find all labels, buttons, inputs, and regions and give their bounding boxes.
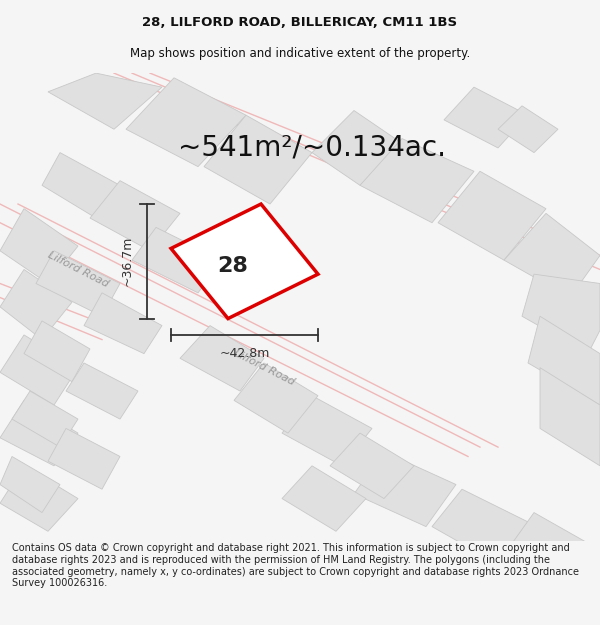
Text: 28: 28: [217, 256, 248, 276]
Polygon shape: [282, 466, 366, 531]
Polygon shape: [36, 251, 120, 316]
Polygon shape: [0, 269, 72, 339]
Polygon shape: [12, 391, 78, 447]
Polygon shape: [48, 73, 162, 129]
Polygon shape: [444, 87, 528, 148]
Polygon shape: [0, 335, 78, 405]
Polygon shape: [48, 428, 120, 489]
Text: Lilford Road: Lilford Road: [232, 348, 296, 388]
Polygon shape: [84, 293, 162, 354]
Polygon shape: [522, 274, 600, 354]
Polygon shape: [528, 316, 600, 405]
Polygon shape: [0, 209, 78, 284]
Polygon shape: [312, 111, 402, 186]
Polygon shape: [540, 368, 600, 466]
Polygon shape: [498, 106, 558, 152]
Polygon shape: [24, 321, 90, 382]
Text: Contains OS data © Crown copyright and database right 2021. This information is : Contains OS data © Crown copyright and d…: [12, 544, 579, 588]
Polygon shape: [0, 401, 78, 466]
Polygon shape: [282, 396, 372, 466]
Polygon shape: [0, 456, 60, 512]
Polygon shape: [432, 489, 528, 564]
Polygon shape: [132, 228, 222, 293]
Text: 28, LILFORD ROAD, BILLERICAY, CM11 1BS: 28, LILFORD ROAD, BILLERICAY, CM11 1BS: [142, 16, 458, 29]
Polygon shape: [66, 363, 138, 419]
Polygon shape: [90, 181, 180, 251]
Text: Lilford Road: Lilford Road: [46, 250, 110, 289]
Text: ~36.7m: ~36.7m: [121, 236, 134, 286]
Polygon shape: [504, 213, 600, 298]
Polygon shape: [204, 115, 312, 204]
Polygon shape: [180, 326, 264, 391]
Polygon shape: [234, 363, 318, 433]
Polygon shape: [504, 512, 600, 588]
Polygon shape: [42, 152, 120, 218]
Polygon shape: [438, 171, 546, 260]
Polygon shape: [330, 433, 414, 499]
Text: Map shows position and indicative extent of the property.: Map shows position and indicative extent…: [130, 47, 470, 60]
Polygon shape: [354, 452, 456, 527]
Polygon shape: [171, 204, 318, 319]
Text: ~42.8m: ~42.8m: [220, 347, 269, 359]
Polygon shape: [360, 139, 474, 222]
Polygon shape: [126, 78, 246, 167]
Polygon shape: [0, 466, 78, 531]
Text: ~541m²/~0.134ac.: ~541m²/~0.134ac.: [178, 134, 446, 162]
